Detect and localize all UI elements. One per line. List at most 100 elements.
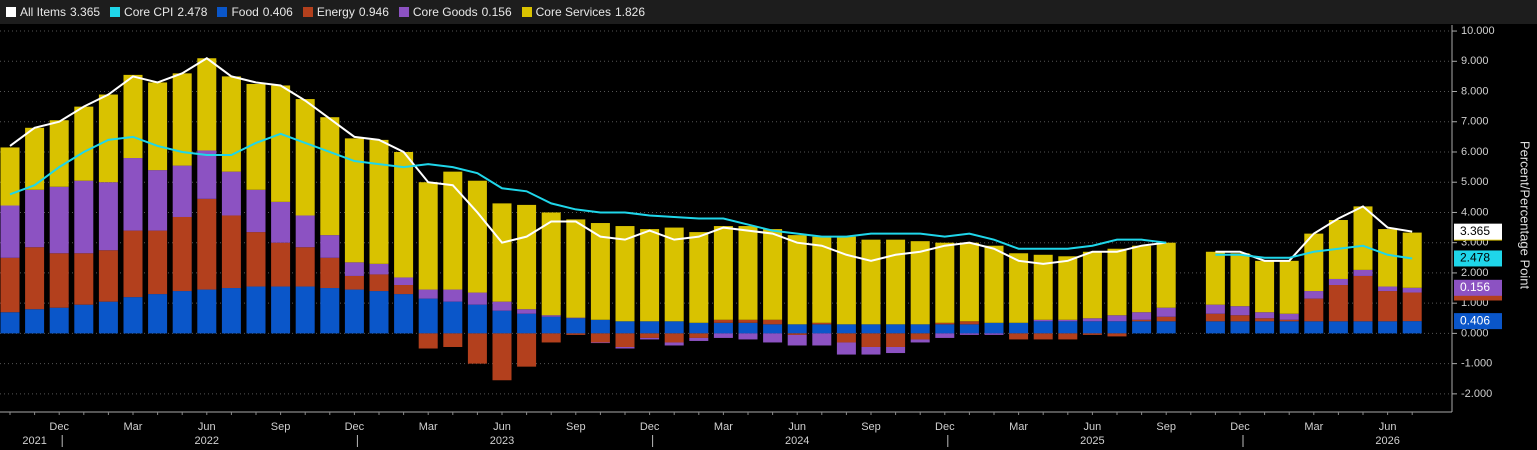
bar-segment — [517, 313, 537, 334]
bar-segment — [689, 333, 709, 338]
bar-segment — [664, 321, 684, 334]
bar-segment — [1230, 306, 1250, 316]
bar-segment — [148, 230, 168, 295]
bar-segment — [467, 304, 487, 334]
bar-segment — [1353, 206, 1373, 270]
bar-segment — [320, 235, 340, 258]
bar-segment — [123, 74, 143, 159]
bar-segment — [1353, 321, 1373, 334]
value-tag-label: 2.478 — [1460, 251, 1490, 265]
bar-segment — [1230, 315, 1250, 322]
bar-segment — [74, 106, 94, 181]
bar-segment — [886, 239, 906, 325]
value-tag-label: 3.365 — [1460, 224, 1490, 238]
bar-segment — [1279, 319, 1299, 322]
bar-segment — [1033, 321, 1053, 334]
y-axis-title: Percent/Percentage Point — [1518, 141, 1533, 290]
bar-segment — [1205, 313, 1225, 322]
bar-segment — [1378, 286, 1398, 292]
bar-segment — [615, 321, 635, 334]
y-tick-label: 6.000 — [1461, 146, 1489, 158]
bar-segment — [738, 226, 758, 320]
bar-segment — [0, 147, 20, 206]
bar-segment — [443, 301, 463, 334]
year-label: 2024 — [785, 435, 809, 447]
bar-segment — [295, 247, 315, 287]
bar-segment — [713, 319, 733, 323]
legend-item: Core Goods 0.156 — [398, 5, 512, 19]
bar-segment — [98, 182, 118, 251]
bar-segment — [1156, 316, 1176, 322]
y-tick-label: -2.000 — [1461, 388, 1492, 400]
bar-segment — [172, 216, 192, 292]
bar-segment — [812, 333, 832, 346]
bar-segment — [517, 309, 537, 314]
bar-segment — [148, 294, 168, 334]
bar-segment — [0, 257, 20, 313]
y-tick-label: -1.000 — [1461, 358, 1492, 370]
y-tick-label: 7.000 — [1461, 116, 1489, 128]
legend-swatch — [302, 7, 313, 17]
value-tag — [1454, 250, 1502, 267]
bar-segment — [25, 127, 45, 190]
bar-segment — [320, 117, 340, 236]
bar-segment — [1156, 321, 1176, 334]
bar-segment — [418, 182, 438, 290]
bar-segment — [1132, 312, 1152, 320]
bar-segment — [1107, 248, 1127, 316]
bar-segment — [271, 286, 291, 334]
bar-segment — [763, 333, 783, 343]
bar-segment — [467, 180, 487, 293]
bar-segment — [123, 230, 143, 298]
x-tick-label: Sep — [1156, 421, 1176, 433]
x-tick-label: Sep — [271, 421, 291, 433]
bar-segment — [886, 346, 906, 354]
bar-segment — [861, 333, 881, 347]
bar-segment — [492, 310, 512, 334]
bar-segment — [221, 288, 241, 334]
bar-segment — [394, 151, 414, 278]
bar-segment — [49, 307, 69, 334]
bar-segment — [812, 324, 832, 334]
x-tick-label: Dec — [1230, 421, 1250, 433]
bar-segment — [1255, 312, 1275, 319]
bar-segment — [713, 333, 733, 338]
bar-segment — [763, 229, 783, 320]
bar-segment — [738, 319, 758, 323]
line — [1215, 244, 1413, 260]
bar-segment — [1255, 318, 1275, 322]
bar-segment — [1304, 298, 1324, 322]
y-tick-label: 2.000 — [1461, 267, 1489, 279]
bar-segment — [1402, 292, 1422, 322]
bar-segment — [1353, 269, 1373, 276]
bar-segment — [566, 333, 586, 335]
bar-segment — [1205, 251, 1225, 305]
bar-segment — [640, 333, 660, 338]
bar-segment — [1402, 232, 1422, 288]
bar-segment — [910, 339, 930, 343]
bar-segment — [1132, 319, 1152, 322]
bar-segment — [1378, 291, 1398, 322]
legend-label: Energy — [316, 5, 355, 19]
bar-segment — [74, 180, 94, 254]
bar-segment — [123, 297, 143, 334]
bar-segment — [1033, 319, 1053, 322]
bar-segment — [959, 242, 979, 322]
bar-segment — [566, 318, 586, 334]
bar-segment — [910, 241, 930, 325]
bar-segment — [1328, 285, 1348, 322]
bar-segment — [689, 232, 709, 323]
bar-segment — [197, 58, 217, 151]
bar-segment — [369, 274, 389, 292]
line — [9, 132, 1167, 250]
bar-segment — [959, 333, 979, 335]
bar-segment — [1230, 253, 1250, 307]
bar-segment — [197, 150, 217, 199]
bar-segment — [959, 321, 979, 325]
legend-value: 0.946 — [358, 5, 389, 19]
bar-segment — [492, 203, 512, 302]
bar-segment — [664, 342, 684, 346]
bar-segment — [886, 333, 906, 347]
y-tick-label: 4.000 — [1461, 206, 1489, 218]
